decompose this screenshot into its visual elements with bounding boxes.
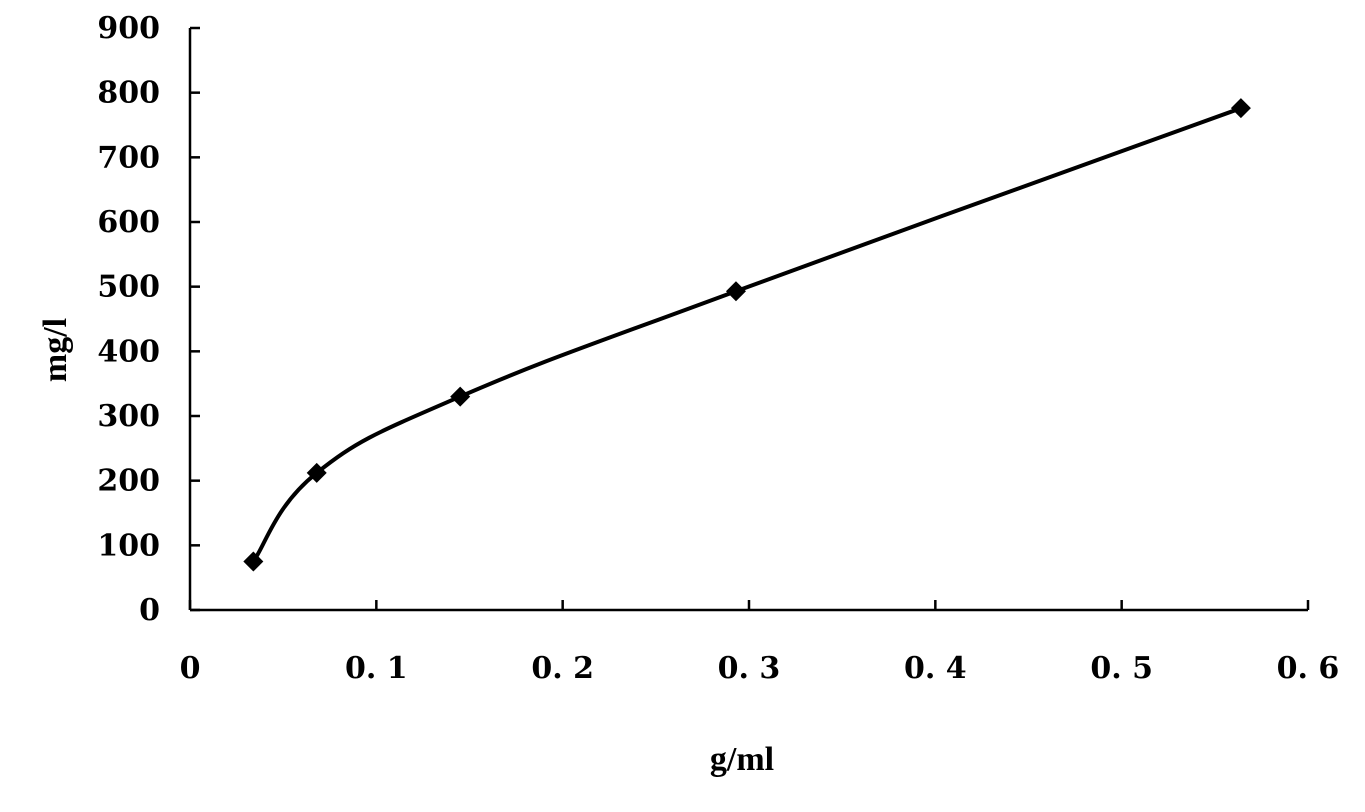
- x-axis-title: g/ml: [710, 741, 774, 778]
- data-point-marker: [1230, 98, 1251, 119]
- x-tick-label: 0. 4: [904, 651, 967, 686]
- series-line: [251, 106, 1243, 564]
- y-tick-label: 500: [97, 270, 160, 305]
- y-axis-title: mg/l: [37, 318, 74, 382]
- x-tick-label: 0. 1: [345, 651, 408, 686]
- data-point-marker: [306, 462, 327, 483]
- x-tick-label: 0. 5: [1090, 651, 1153, 686]
- data-point-marker: [725, 281, 746, 302]
- x-tick-label: 0: [180, 651, 201, 686]
- x-tick-label: 0. 2: [531, 651, 594, 686]
- y-tick-label: 600: [97, 205, 160, 240]
- y-tick-label: 0: [139, 593, 160, 628]
- x-tick-label: 0. 6: [1277, 651, 1340, 686]
- y-tick-label: 700: [97, 140, 160, 175]
- y-tick-label: 200: [97, 464, 160, 499]
- axes: 0 100 200 300 400 500 600 700 800 900 0 0. 1 0. 2 0. …: [97, 11, 1339, 686]
- data-point-marker: [450, 386, 471, 407]
- y-tick-label: 900: [97, 11, 160, 46]
- y-tick-label: 100: [97, 528, 160, 563]
- y-tick-label: 300: [97, 399, 160, 434]
- series-layer: [243, 98, 1251, 572]
- x-tick-label: 0. 3: [718, 651, 781, 686]
- y-tick-label: 400: [97, 334, 160, 369]
- y-tick-label: 800: [97, 76, 160, 111]
- data-point-marker: [243, 551, 264, 572]
